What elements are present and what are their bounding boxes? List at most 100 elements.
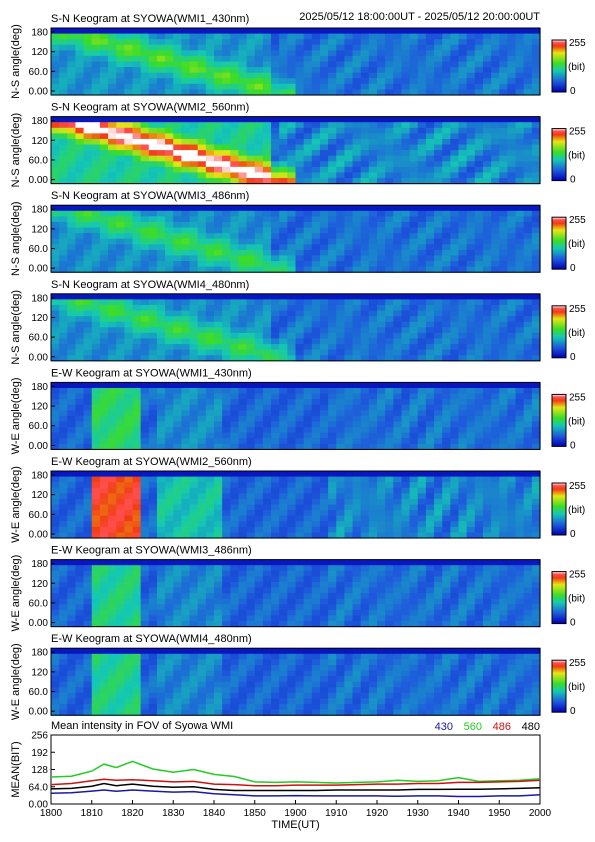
chart-xtick-label: 1800 [40, 808, 63, 819]
keogram-ytick-label: 0.00 [29, 618, 49, 629]
colorbar-max-label: 255 [569, 481, 586, 492]
chart-xtick-label: 1920 [366, 808, 389, 819]
keogram-ytick-label: 0.00 [29, 441, 49, 452]
colorbar-unit-label: (bit) [568, 416, 585, 427]
chart-ylabel: MEAN(BIT) [10, 741, 22, 797]
keogram-title: S-N Keogram at SYOWA(WMI2_560nm) [51, 102, 249, 114]
keogram-frame [50, 204, 541, 273]
keogram-ytick-label: 60.0 [29, 510, 49, 521]
colorbar-max-label: 255 [569, 127, 586, 138]
keogram-frame [50, 470, 541, 539]
keogram-panel: E-W Keogram at SYOWA(WMI2_560nm)180 120 60… [10, 456, 586, 543]
keogram-image [51, 471, 541, 539]
colorbar-max-label: 255 [569, 658, 586, 669]
series-line-560 [50, 760, 541, 784]
colorbar-min-label: 0 [570, 440, 576, 451]
keogram-ytick-label: 60.0 [29, 333, 49, 344]
colorbar-min-label: 0 [570, 352, 576, 363]
keogram-ytick-label: 0.00 [29, 530, 49, 541]
keogram-ytick-label: 180 [31, 382, 48, 393]
keogram-ytick-label: 60.0 [29, 67, 49, 78]
keogram-frame [50, 647, 541, 716]
keogram-ytick-label: 120 [31, 136, 48, 147]
colorbar-min-label: 0 [570, 175, 576, 186]
colorbar-max-label: 255 [569, 304, 586, 315]
keogram-panel: S-N Keogram at SYOWA(WMI1_430nm)180 120 60… [10, 13, 586, 99]
colorbar-max-label: 255 [569, 570, 586, 581]
colorbar-min-label: 0 [570, 529, 576, 540]
chart-ytick-label: 0.00 [29, 800, 49, 811]
colorbar [551, 39, 567, 93]
mean-intensity-chart: Mean intensity in FOV of Syowa WMI 480 486… [10, 720, 552, 831]
keogram-frame [50, 381, 541, 450]
legend-entry: 480 [522, 721, 540, 733]
keogram-ytick-label: 120 [31, 579, 48, 590]
colorbar [551, 571, 567, 625]
keogram-panel: S-N Keogram at SYOWA(WMI2_560nm)180 120 60… [10, 102, 586, 188]
chart-ytick-label: 192 [31, 748, 48, 759]
keogram-image [51, 293, 541, 362]
keogram-image [51, 28, 541, 96]
keogram-image [51, 559, 541, 628]
keogram-ytick-label: 0.00 [29, 264, 49, 275]
time-range-label: 2025/05/12 18:00:00UT - 2025/05/12 20:00… [299, 11, 540, 23]
keogram-ytick-label: 0.00 [29, 175, 49, 186]
keogram-title: S-N Keogram at SYOWA(WMI1_430nm) [51, 13, 249, 25]
chart-xtick-label: 1820 [121, 808, 144, 819]
keogram-ytick-label: 180 [31, 205, 48, 216]
keogram-ytick-label: 120 [31, 402, 48, 413]
colorbar [551, 216, 567, 270]
keogram-panel: S-N Keogram at SYOWA(WMI4_480nm)180 120 60… [10, 279, 586, 365]
chart-xtick-label: 2000 [529, 808, 552, 819]
chart-title: Mean intensity in FOV of Syowa WMI [51, 720, 233, 732]
keogram-ytick-label: 180 [31, 293, 48, 304]
legend-entry: 560 [464, 721, 482, 733]
colorbar-min-label: 0 [570, 86, 576, 97]
chart-xtick-label: 1850 [244, 808, 267, 819]
keogram-panel: E-W Keogram at SYOWA(WMI3_486nm)180 120 60… [10, 545, 586, 632]
colorbar-min-label: 0 [570, 618, 576, 629]
series-line-486 [50, 778, 541, 787]
colorbar-unit-label: (bit) [568, 682, 585, 693]
chart-xtick-label: 1900 [284, 808, 307, 819]
colorbar-max-label: 255 [569, 392, 586, 403]
keogram-frame [50, 559, 541, 628]
keogram-ytick-label: 60.0 [29, 421, 49, 432]
colorbar-max-label: 255 [569, 215, 586, 226]
colorbar-min-label: 0 [570, 263, 576, 274]
chart-xtick-label: 1910 [325, 808, 348, 819]
colorbar-unit-label: (bit) [568, 151, 585, 162]
keogram-title: E-W Keogram at SYOWA(WMI1_430nm) [51, 367, 252, 379]
keogram-ytick-label: 180 [31, 559, 48, 570]
chart-xtick-label: 1840 [203, 808, 226, 819]
keogram-ytick-label: 60.0 [29, 244, 49, 255]
keogram-image [51, 648, 541, 716]
keogram-image [51, 116, 541, 185]
keogram-title: E-W Keogram at SYOWA(WMI3_486nm) [51, 545, 252, 557]
legend-entry: 486 [493, 721, 511, 733]
keogram-ytick-label: 120 [31, 313, 48, 324]
colorbar-unit-label: (bit) [568, 505, 585, 516]
colorbar-unit-label: (bit) [568, 594, 585, 605]
keogram-ytick-label: 60.0 [29, 155, 49, 166]
chart-xtick-label: 1940 [447, 808, 470, 819]
keogram-ylabel: N-S angle(deg) [10, 290, 22, 365]
keogram-ytick-label: 180 [31, 648, 48, 659]
keogram-frame [50, 293, 541, 362]
keogram-ytick-label: 180 [31, 116, 48, 127]
colorbar-unit-label: (bit) [568, 328, 585, 339]
chart-xtick-label: 1810 [81, 808, 104, 819]
keogram-ytick-label: 120 [31, 224, 48, 235]
series-line-430 [50, 789, 541, 798]
keogram-image [51, 205, 541, 273]
series-line-480 [50, 782, 541, 792]
keogram-image [51, 382, 541, 450]
keogram-ytick-label: 120 [31, 47, 48, 58]
keogram-ytick-label: 0.00 [29, 87, 49, 98]
keogram-title: S-N Keogram at SYOWA(WMI3_486nm) [51, 190, 249, 202]
chart-xtick-label: 1950 [488, 808, 511, 819]
keogram-ylabel: W-E angle(deg) [10, 377, 22, 454]
keogram-title: E-W Keogram at SYOWA(WMI4_480nm) [51, 633, 252, 645]
colorbar-unit-label: (bit) [568, 239, 585, 250]
